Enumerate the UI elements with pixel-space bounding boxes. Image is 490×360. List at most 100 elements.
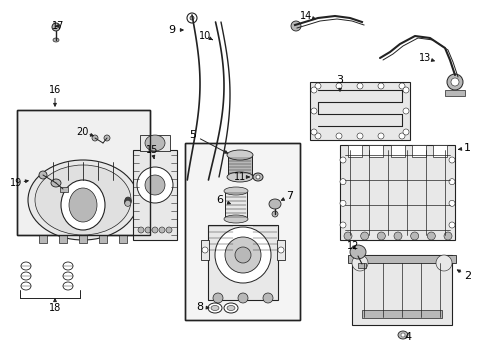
Ellipse shape [225,237,261,273]
Text: 16: 16 [49,85,61,95]
Bar [433,145,447,157]
Bar [79,235,87,243]
Ellipse shape [125,199,131,205]
Bar [277,240,285,260]
Ellipse shape [35,165,131,235]
Bar [119,235,127,243]
Text: 8: 8 [196,302,203,312]
Ellipse shape [224,187,248,195]
Ellipse shape [427,232,435,240]
Ellipse shape [53,38,59,42]
Ellipse shape [411,232,418,240]
Ellipse shape [215,227,271,283]
Bar [17,110,150,235]
Ellipse shape [190,16,194,20]
Ellipse shape [213,293,223,303]
Ellipse shape [159,227,165,233]
Bar [185,143,300,320]
Ellipse shape [125,198,131,204]
Bar [225,191,247,219]
Ellipse shape [340,222,346,228]
Text: 5: 5 [190,130,196,140]
Ellipse shape [278,247,284,253]
Ellipse shape [227,172,253,182]
Ellipse shape [449,200,455,206]
Ellipse shape [125,200,131,206]
Text: 11: 11 [234,172,246,182]
Text: 4: 4 [404,332,412,342]
Text: 2: 2 [465,271,471,281]
Ellipse shape [336,83,342,89]
Bar [208,225,278,300]
Bar [310,82,410,140]
Text: 19: 19 [10,178,22,188]
Ellipse shape [125,201,131,206]
Text: 6: 6 [217,195,223,205]
Ellipse shape [125,198,131,204]
Ellipse shape [436,255,452,271]
Text: 17: 17 [52,21,64,31]
Ellipse shape [227,150,253,160]
Ellipse shape [138,227,144,233]
Ellipse shape [291,21,301,31]
Ellipse shape [344,232,352,240]
Ellipse shape [125,199,131,205]
Ellipse shape [357,83,363,89]
Text: 7: 7 [287,191,294,201]
Bar [140,135,170,151]
Ellipse shape [451,78,459,86]
Ellipse shape [211,306,219,310]
Ellipse shape [61,180,105,230]
Bar [352,255,452,325]
Ellipse shape [399,83,405,89]
Ellipse shape [104,135,110,141]
Ellipse shape [378,133,384,139]
Ellipse shape [253,173,263,181]
Bar [348,145,362,157]
Text: 20: 20 [76,127,88,137]
Ellipse shape [125,197,131,203]
Ellipse shape [137,167,173,203]
Text: 13: 13 [419,53,431,63]
Bar [228,155,252,177]
Ellipse shape [311,108,317,114]
Ellipse shape [51,179,61,187]
Ellipse shape [21,262,31,270]
Bar [201,240,209,260]
Bar [59,235,67,243]
Bar [358,263,366,268]
Ellipse shape [63,262,73,270]
Ellipse shape [449,222,455,228]
Ellipse shape [394,232,402,240]
Ellipse shape [145,135,165,151]
Bar [39,235,47,243]
Text: 14: 14 [300,11,312,21]
Ellipse shape [63,272,73,280]
Bar [17,110,150,235]
Bar [60,187,68,192]
Ellipse shape [449,157,455,163]
Ellipse shape [311,87,317,93]
Bar [445,90,465,96]
Ellipse shape [21,282,31,290]
Ellipse shape [166,227,172,233]
Ellipse shape [403,129,409,135]
Ellipse shape [449,179,455,185]
Ellipse shape [350,245,366,259]
Ellipse shape [187,13,197,23]
Ellipse shape [315,133,321,139]
Ellipse shape [399,133,405,139]
Ellipse shape [145,227,151,233]
Bar [99,235,107,243]
Ellipse shape [357,133,363,139]
Ellipse shape [340,200,346,206]
Ellipse shape [444,232,452,240]
Text: 15: 15 [146,145,158,155]
Bar [391,145,405,157]
Ellipse shape [403,87,409,93]
Ellipse shape [21,272,31,280]
Ellipse shape [28,160,138,240]
Bar [369,145,383,157]
Ellipse shape [403,108,409,114]
Bar [412,145,426,157]
